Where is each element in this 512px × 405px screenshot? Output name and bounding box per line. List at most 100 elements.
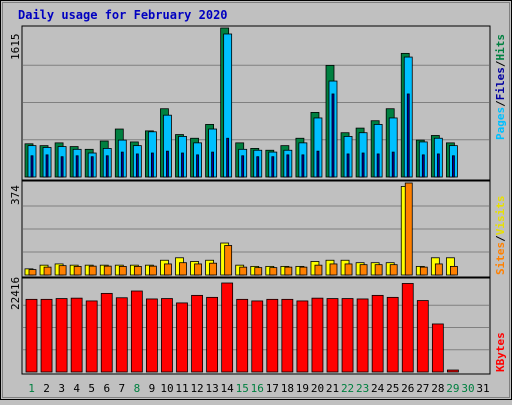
pages-bar-day-6 [105, 155, 109, 178]
pages-bar-day-17 [271, 156, 275, 178]
x-tick-label-day-4: 4 [73, 382, 80, 395]
x-tick-label-day-13: 13 [206, 382, 219, 395]
legend-sep-3: / [494, 235, 507, 242]
frame-inner-border [2, 2, 510, 398]
pages-bar-day-16 [256, 156, 260, 178]
x-tick-label-day-14: 14 [221, 382, 235, 395]
sites-bar-day-1 [28, 269, 37, 276]
kbytes-bar-day-26 [401, 283, 414, 373]
pages-bar-day-9 [150, 152, 154, 178]
legend-hits: Hits [494, 34, 507, 61]
panel-middle-legend: Sites/Visits [494, 196, 507, 276]
pages-bar-day-1 [30, 155, 34, 178]
x-tick-label-day-25: 25 [386, 382, 399, 395]
pages-bar-day-13 [211, 151, 215, 178]
kbytes-bar-day-29 [446, 369, 459, 373]
kbytes-bar-day-16 [251, 300, 264, 373]
pages-bar-day-18 [286, 154, 290, 178]
x-tick-label-day-9: 9 [149, 382, 156, 395]
kbytes-bar-day-27 [416, 300, 429, 373]
kbytes-bar-day-15 [236, 298, 249, 373]
kbytes-bar-day-12 [191, 294, 203, 373]
kbytes-bar-day-23 [356, 298, 369, 373]
x-tick-label-day-3: 3 [58, 382, 65, 395]
kbytes-bar-day-14 [221, 282, 234, 373]
pages-bar-day-5 [90, 156, 94, 178]
sites-bar-day-24 [374, 264, 383, 276]
pages-bar-day-19 [301, 154, 305, 178]
pages-bar-day-26 [406, 93, 410, 178]
kbytes-bar-day-28 [431, 323, 444, 373]
legend-sites: Sites [494, 242, 507, 275]
kbytes-bar-day-2 [40, 298, 53, 373]
x-tick-label-day-17: 17 [266, 382, 279, 395]
kbytes-bar-day-19 [296, 300, 309, 373]
pages-bar-day-24 [376, 153, 380, 178]
sites-bar-day-18 [284, 266, 293, 276]
x-tick-label-day-18: 18 [281, 382, 294, 395]
sites-bar-day-10 [164, 263, 172, 276]
x-tick-label-day-1: 1 [28, 382, 35, 395]
pages-bar-day-23 [361, 152, 365, 178]
kbytes-bar-day-17 [266, 298, 279, 373]
sites-bar-day-11 [179, 262, 187, 276]
pages-bar-day-8 [135, 153, 139, 178]
sites-bar-day-22 [344, 263, 353, 276]
x-tick-label-day-19: 19 [296, 382, 309, 395]
x-tick-label-day-29: 29 [446, 382, 459, 395]
x-tick-label-day-20: 20 [311, 382, 324, 395]
kbytes-bar-day-11 [176, 302, 188, 373]
pages-bar-day-29 [451, 155, 455, 178]
pages-bar-day-25 [391, 151, 395, 178]
sites-bar-day-12 [194, 263, 202, 276]
x-tick-label-day-8: 8 [134, 382, 141, 395]
pages-bar-day-3 [60, 156, 64, 178]
panel-top-max-label: 1615 [9, 34, 22, 61]
x-tick-label-day-24: 24 [371, 382, 385, 395]
x-tick-label-day-11: 11 [175, 382, 188, 395]
sites-bar-day-25 [389, 264, 398, 276]
pages-bar-day-14 [226, 137, 230, 178]
x-tick-label-day-31: 31 [476, 382, 489, 395]
pages-bar-day-11 [181, 152, 184, 178]
x-tick-label-day-26: 26 [401, 382, 414, 395]
sites-bar-day-9 [148, 265, 157, 276]
kbytes-bar-day-13 [206, 296, 219, 373]
kbytes-bar-day-1 [25, 298, 38, 373]
kbytes-bar-day-10 [161, 298, 173, 373]
pages-bar-day-27 [421, 154, 425, 178]
kbytes-bar-day-25 [386, 296, 399, 373]
panel-top-legend: Pages/Files/Hits [494, 34, 507, 140]
legend-pages: Pages [494, 107, 507, 140]
legend-kbytes: KBytes [494, 332, 507, 372]
kbytes-bar-day-3 [55, 298, 68, 373]
kbytes-bar-day-21 [326, 298, 339, 373]
sites-bar-day-8 [133, 265, 142, 276]
kbytes-bar-day-24 [371, 294, 384, 373]
x-tick-label-day-27: 27 [416, 382, 429, 395]
sites-bar-day-4 [73, 265, 82, 276]
sites-bar-day-26 [404, 182, 413, 276]
kbytes-bar-day-4 [70, 297, 83, 373]
x-tick-label-day-15: 15 [236, 382, 249, 395]
sites-bar-day-16 [254, 267, 263, 276]
pages-bar-day-7 [120, 151, 124, 178]
kbytes-bar-day-22 [341, 298, 354, 373]
x-axis-labels: 1 2 3 4 5 6 7 8 9 10 11 12 13 14 15 16 17 18 19 20 21 22 23 24 2… [28, 382, 489, 395]
x-tick-label-day-6: 6 [103, 382, 110, 395]
x-tick-label-day-5: 5 [88, 382, 95, 395]
sites-bar-day-13 [209, 262, 218, 276]
pages-bar-day-21 [331, 93, 335, 178]
kbytes-bar-day-7 [115, 297, 128, 373]
legend-sep-2: / [494, 60, 507, 67]
kbytes-bar-day-18 [281, 298, 294, 373]
x-tick-label-day-10: 10 [160, 382, 173, 395]
x-tick-label-day-28: 28 [431, 382, 444, 395]
kbytes-bar-day-8 [130, 290, 143, 373]
chart-title: Daily usage for February 2020 [18, 8, 228, 22]
sites-bar-day-28 [434, 263, 443, 276]
sites-bar-day-29 [449, 265, 458, 276]
sites-bar-day-27 [419, 266, 428, 276]
pages-bar-day-10 [166, 150, 169, 178]
